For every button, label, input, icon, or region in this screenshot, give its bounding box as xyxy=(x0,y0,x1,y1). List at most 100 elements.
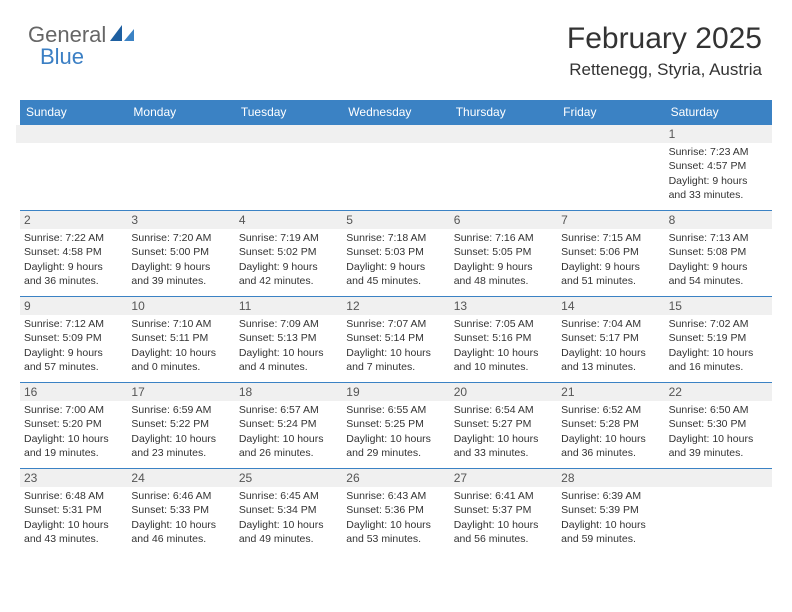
calendar-cell: 2Sunrise: 7:22 AMSunset: 4:58 PMDaylight… xyxy=(20,210,127,296)
sunset-text: Sunset: 5:25 PM xyxy=(346,417,445,431)
daylight2-text: and 54 minutes. xyxy=(669,274,768,288)
daylight2-text: and 7 minutes. xyxy=(346,360,445,374)
daylight2-text: and 10 minutes. xyxy=(454,360,553,374)
sunset-text: Sunset: 5:00 PM xyxy=(131,245,230,259)
daylight1-text: Daylight: 9 hours xyxy=(131,260,230,274)
calendar-cell-empty xyxy=(342,124,449,210)
daylight1-text: Daylight: 10 hours xyxy=(24,432,123,446)
calendar-cell: 18Sunrise: 6:57 AMSunset: 5:24 PMDayligh… xyxy=(235,382,342,468)
sunset-text: Sunset: 4:58 PM xyxy=(24,245,123,259)
day-number: 18 xyxy=(235,383,342,401)
daylight2-text: and 36 minutes. xyxy=(24,274,123,288)
calendar-cell-empty xyxy=(20,124,127,210)
sunrise-text: Sunrise: 7:22 AM xyxy=(24,231,123,245)
day-number: 14 xyxy=(557,297,664,315)
calendar-cell: 22Sunrise: 6:50 AMSunset: 5:30 PMDayligh… xyxy=(665,382,772,468)
empty-day-band xyxy=(123,125,238,143)
daylight1-text: Daylight: 9 hours xyxy=(24,260,123,274)
calendar-cell: 13Sunrise: 7:05 AMSunset: 5:16 PMDayligh… xyxy=(450,296,557,382)
day-number: 15 xyxy=(665,297,772,315)
daylight1-text: Daylight: 10 hours xyxy=(454,518,553,532)
sunrise-text: Sunrise: 7:12 AM xyxy=(24,317,123,331)
sunset-text: Sunset: 5:05 PM xyxy=(454,245,553,259)
daylight2-text: and 46 minutes. xyxy=(131,532,230,546)
empty-day-band xyxy=(446,125,561,143)
daylight2-text: and 33 minutes. xyxy=(669,188,768,202)
daylight1-text: Daylight: 10 hours xyxy=(131,346,230,360)
sunrise-text: Sunrise: 7:09 AM xyxy=(239,317,338,331)
sunset-text: Sunset: 5:34 PM xyxy=(239,503,338,517)
sunset-text: Sunset: 5:22 PM xyxy=(131,417,230,431)
calendar-grid: SundayMondayTuesdayWednesdayThursdayFrid… xyxy=(20,100,772,554)
calendar-cell: 16 Sunrise: 7:00 AMSunset: 5:20 PMDayligh… xyxy=(20,382,127,468)
day-number: 26 xyxy=(342,469,449,487)
daylight1-text: Daylight: 10 hours xyxy=(131,518,230,532)
sunrise-text: Sunrise: 6:55 AM xyxy=(346,403,445,417)
calendar-cell: 17Sunrise: 6:59 AMSunset: 5:22 PMDayligh… xyxy=(127,382,234,468)
day-number: 24 xyxy=(127,469,234,487)
sunrise-text: Sunrise: 6:46 AM xyxy=(131,489,230,503)
weekday-header: Sunday xyxy=(20,100,127,124)
sunset-text: Sunset: 5:20 PM xyxy=(24,417,123,431)
empty-day-band xyxy=(16,125,131,143)
daylight2-text: and 26 minutes. xyxy=(239,446,338,460)
weekday-header: Monday xyxy=(127,100,234,124)
sunset-text: Sunset: 5:06 PM xyxy=(561,245,660,259)
daylight2-text: and 56 minutes. xyxy=(454,532,553,546)
calendar-cell: 25Sunrise: 6:45 AMSunset: 5:34 PMDayligh… xyxy=(235,468,342,554)
daylight2-text: and 59 minutes. xyxy=(561,532,660,546)
daylight1-text: Daylight: 10 hours xyxy=(561,346,660,360)
calendar-cell: 19Sunrise: 6:55 AMSunset: 5:25 PMDayligh… xyxy=(342,382,449,468)
daylight2-text: and 0 minutes. xyxy=(131,360,230,374)
daylight1-text: Daylight: 9 hours xyxy=(239,260,338,274)
sunrise-text: Sunrise: 7:18 AM xyxy=(346,231,445,245)
daylight1-text: Daylight: 9 hours xyxy=(346,260,445,274)
day-number: 12 xyxy=(342,297,449,315)
header: February 2025 Rettenegg, Styria, Austria xyxy=(567,22,762,80)
page-title: February 2025 xyxy=(567,22,762,56)
day-number: 21 xyxy=(557,383,664,401)
sunset-text: Sunset: 5:39 PM xyxy=(561,503,660,517)
daylight2-text: and 13 minutes. xyxy=(561,360,660,374)
daylight1-text: Daylight: 10 hours xyxy=(239,518,338,532)
calendar-cell: 1Sunrise: 7:23 AMSunset: 4:57 PMDaylight… xyxy=(665,124,772,210)
day-number: 16 xyxy=(20,383,127,401)
empty-day-band xyxy=(553,125,668,143)
day-number: 7 xyxy=(557,211,664,229)
sunset-text: Sunset: 5:02 PM xyxy=(239,245,338,259)
sunset-text: Sunset: 5:14 PM xyxy=(346,331,445,345)
day-number: 1 xyxy=(665,125,772,143)
daylight2-text: and 48 minutes. xyxy=(454,274,553,288)
sunrise-text: Sunrise: 7:20 AM xyxy=(131,231,230,245)
calendar-cell: 6Sunrise: 7:16 AMSunset: 5:05 PMDaylight… xyxy=(450,210,557,296)
calendar-cell-empty xyxy=(665,468,772,554)
day-number: 8 xyxy=(665,211,772,229)
sunrise-text: Sunrise: 6:50 AM xyxy=(669,403,768,417)
day-number: 28 xyxy=(557,469,664,487)
empty-day-band xyxy=(231,125,346,143)
daylight1-text: Daylight: 10 hours xyxy=(24,518,123,532)
calendar-cell: 26Sunrise: 6:43 AMSunset: 5:36 PMDayligh… xyxy=(342,468,449,554)
daylight2-text: and 29 minutes. xyxy=(346,446,445,460)
daylight2-text: and 23 minutes. xyxy=(131,446,230,460)
sunrise-text: Sunrise: 7:00 AM xyxy=(24,403,123,417)
empty-day-band xyxy=(338,125,453,143)
daylight1-text: Daylight: 9 hours xyxy=(669,260,768,274)
calendar-cell: 7Sunrise: 7:15 AMSunset: 5:06 PMDaylight… xyxy=(557,210,664,296)
sunrise-text: Sunrise: 7:15 AM xyxy=(561,231,660,245)
sunset-text: Sunset: 5:03 PM xyxy=(346,245,445,259)
sunrise-text: Sunrise: 7:04 AM xyxy=(561,317,660,331)
sunrise-text: Sunrise: 7:07 AM xyxy=(346,317,445,331)
sunrise-text: Sunrise: 7:19 AM xyxy=(239,231,338,245)
calendar-cell-empty xyxy=(235,124,342,210)
weekday-header: Saturday xyxy=(665,100,772,124)
daylight1-text: Daylight: 10 hours xyxy=(561,518,660,532)
day-number: 27 xyxy=(450,469,557,487)
calendar-cell: 24Sunrise: 6:46 AMSunset: 5:33 PMDayligh… xyxy=(127,468,234,554)
day-number: 23 xyxy=(20,469,127,487)
daylight1-text: Daylight: 10 hours xyxy=(669,346,768,360)
daylight2-text: and 39 minutes. xyxy=(131,274,230,288)
sunset-text: Sunset: 5:30 PM xyxy=(669,417,768,431)
sunrise-text: Sunrise: 7:05 AM xyxy=(454,317,553,331)
sunset-text: Sunset: 5:37 PM xyxy=(454,503,553,517)
